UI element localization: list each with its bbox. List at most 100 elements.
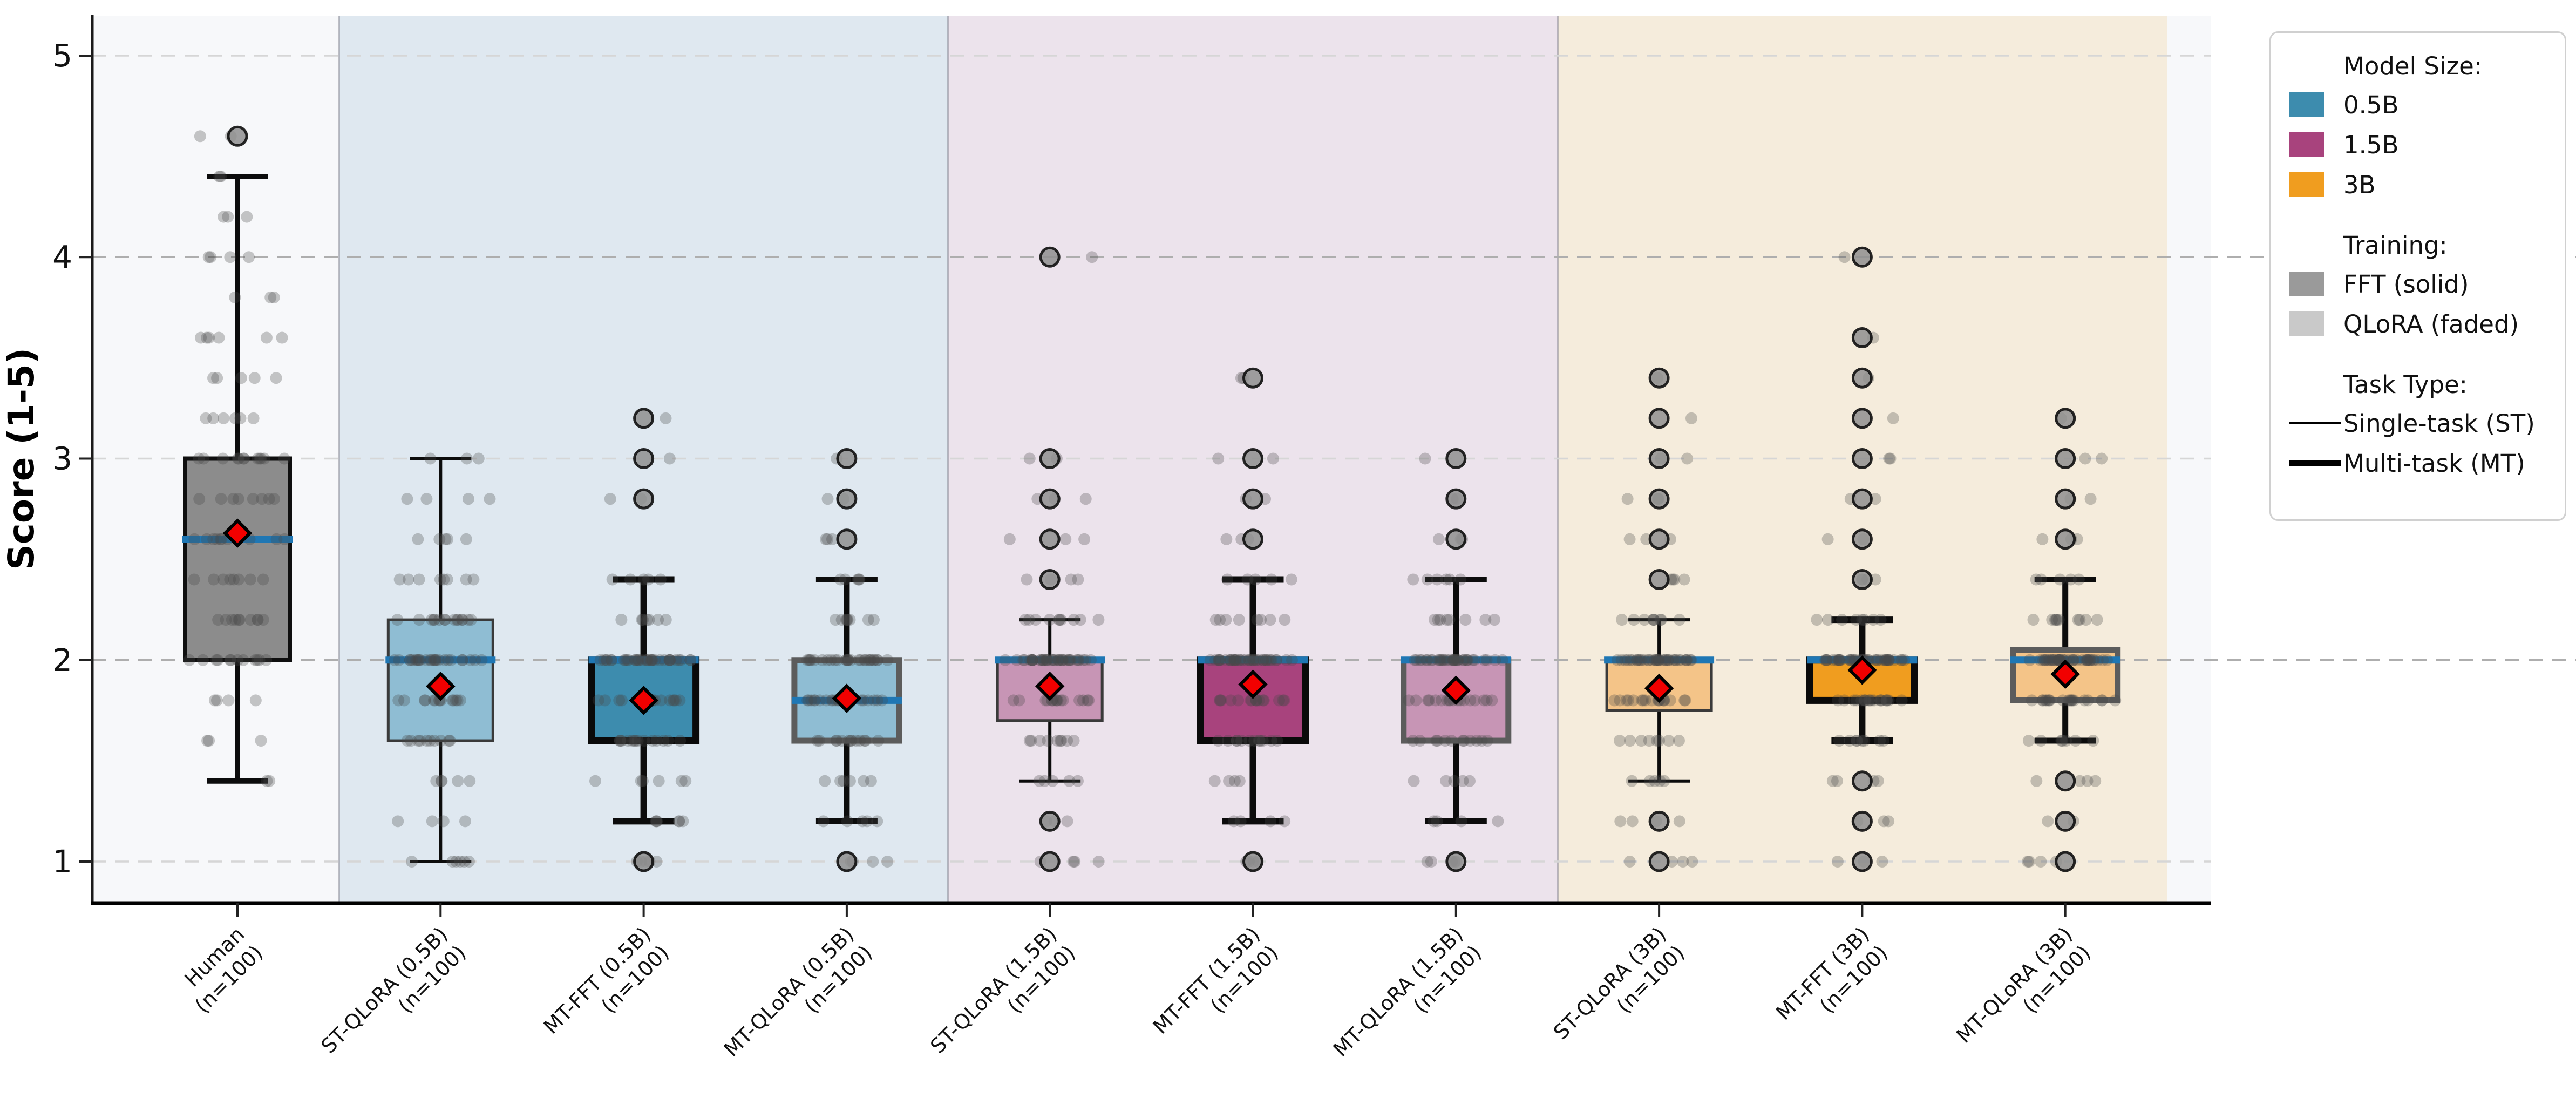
data-point [1655, 614, 1667, 626]
data-point [244, 614, 257, 626]
data-point [1260, 654, 1272, 666]
data-point [841, 614, 854, 626]
data-point [233, 614, 245, 626]
data-point [462, 614, 474, 626]
svg-text:ST-QLoRA (0.5B)(n=100): ST-QLoRA (0.5B)(n=100) [316, 922, 470, 1076]
legend-item-1-5b: 1.5B [2289, 125, 2565, 165]
data-point [857, 815, 869, 828]
data-point [1667, 573, 1679, 586]
data-point [1050, 694, 1063, 707]
data-point [673, 815, 685, 828]
data-point [1229, 654, 1241, 666]
data-point [1065, 573, 1077, 586]
data-point [1673, 654, 1685, 666]
data-point [427, 614, 440, 626]
data-point [2067, 654, 2079, 666]
data-point [663, 654, 676, 666]
data-point [2052, 654, 2065, 666]
legend-spacer [2289, 205, 2565, 226]
data-point [803, 694, 815, 707]
data-point [1626, 815, 1639, 828]
data-point [2030, 775, 2043, 787]
data-point [1454, 573, 1467, 586]
data-point [1660, 654, 1672, 666]
data-point [1653, 654, 1665, 666]
data-point [227, 493, 240, 505]
data-point [646, 654, 658, 666]
data-point [1874, 694, 1887, 707]
data-point [260, 654, 273, 666]
data-point [1212, 654, 1225, 666]
data-point [1874, 694, 1887, 707]
legend-item-0-5b: 0.5B [2289, 85, 2565, 125]
data-point [825, 654, 837, 666]
svg-text:ST-QLoRA (3B)(n=100): ST-QLoRA (3B)(n=100) [1549, 922, 1689, 1062]
axes: 1 2 3 4 5 [52, 15, 2211, 905]
data-point [862, 654, 875, 666]
data-point [1883, 452, 1895, 465]
data-point [1838, 694, 1851, 707]
data-point [392, 694, 405, 707]
data-point [1233, 775, 1246, 787]
data-point [1432, 614, 1444, 626]
data-point [1851, 694, 1863, 707]
data-point [1247, 654, 1260, 666]
data-point [233, 452, 245, 465]
data-point [619, 654, 631, 666]
data-point [461, 452, 473, 465]
data-point [1464, 735, 1477, 747]
svg-text:MT-QLoRA (3B)(n=100): MT-QLoRA (3B)(n=100) [1952, 922, 2095, 1066]
data-point [1836, 614, 1848, 626]
data-point [450, 856, 463, 868]
data-point [462, 493, 474, 505]
data-point [1048, 654, 1060, 666]
data-point [1636, 694, 1648, 707]
data-point [2042, 654, 2055, 666]
outlier-marker [1648, 408, 1670, 429]
x-tick-label: MT-FFT (0.5B)(n=100) [539, 922, 674, 1038]
data-point [1225, 694, 1237, 707]
data-point [2048, 654, 2061, 666]
data-point [391, 614, 404, 626]
data-point [1685, 412, 1697, 424]
data-point [1673, 614, 1685, 626]
data-point [622, 735, 634, 747]
data-point [1267, 452, 1279, 465]
data-point [1667, 654, 1680, 666]
outlier-marker [1851, 408, 1873, 429]
data-point [261, 775, 273, 787]
data-point [811, 735, 824, 747]
legend-item-label: 1.5B [2343, 130, 2399, 159]
data-point [2022, 735, 2035, 747]
data-point [1895, 654, 1907, 666]
data-point [1021, 573, 1033, 586]
data-point [1403, 694, 1415, 707]
data-point [1858, 735, 1871, 747]
data-point [1224, 654, 1236, 666]
data-point [420, 493, 433, 505]
data-point [867, 856, 879, 868]
data-point [1460, 654, 1472, 666]
data-point [668, 694, 681, 707]
data-point [217, 573, 229, 586]
data-point [1864, 694, 1876, 707]
data-point [1863, 694, 1875, 707]
data-point [1079, 493, 1092, 505]
data-point [215, 533, 228, 545]
data-point [2076, 654, 2089, 666]
data-point [2043, 694, 2056, 707]
data-point [1650, 654, 1663, 666]
data-point [1882, 654, 1895, 666]
data-point [2046, 614, 2058, 626]
data-point [1895, 694, 1908, 707]
data-point [237, 452, 250, 465]
outlier-marker [1039, 851, 1061, 872]
data-point [218, 412, 230, 424]
data-point [655, 694, 667, 707]
data-point [2063, 694, 2075, 707]
data-point [1679, 694, 1691, 707]
data-point [1819, 654, 1832, 666]
data-point [651, 815, 663, 828]
data-point [1038, 775, 1051, 787]
data-point [1678, 694, 1691, 707]
